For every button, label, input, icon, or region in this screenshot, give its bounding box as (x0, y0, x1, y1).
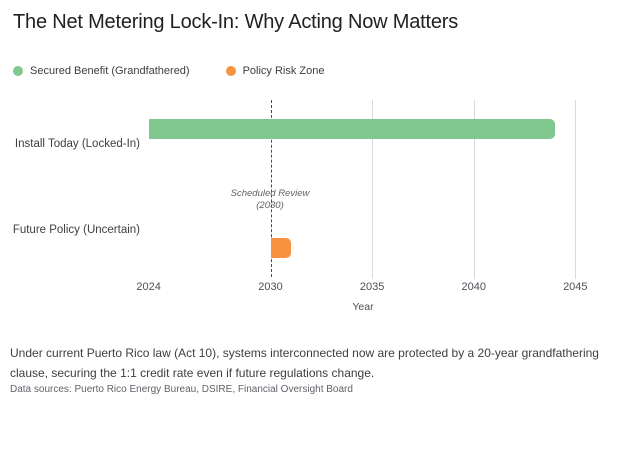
x-tick-label: 2045 (563, 281, 588, 293)
green-dot-icon (13, 66, 23, 76)
gridline (473, 100, 475, 279)
x-tick-label: 2040 (461, 281, 486, 293)
scheduled-review-dashed-line (270, 100, 272, 277)
data-sources-text: Data sources: Puerto Rico Energy Bureau,… (10, 384, 353, 395)
gridline (372, 100, 374, 279)
x-tick-label: 2035 (359, 281, 385, 293)
legend-item-risk: Policy Risk Zone (225, 65, 325, 77)
annotation-line1: Scheduled Review (230, 188, 310, 199)
category-label-install-today: Install Today (Locked-In) (14, 138, 140, 150)
orange-dot-icon (225, 66, 236, 76)
chart-title: The Net Metering Lock-In: Why Acting Now… (13, 11, 459, 33)
x-axis-title: Year (352, 301, 374, 313)
annotation-line2: (2030) (256, 199, 284, 211)
bar-secured-benefit (148, 119, 555, 139)
legend-label: Secured Benefit (Grandfathered) (30, 65, 190, 77)
scheduled-review-annotation: Scheduled Review (2030) (210, 188, 330, 211)
legend: Secured Benefit (Grandfathered) Policy R… (13, 65, 325, 77)
plot-area: Install Today (Locked-In) Future Policy … (12, 100, 588, 313)
x-tick-label: 2024 (136, 281, 161, 293)
gridline (575, 100, 577, 279)
legend-label: Policy Risk Zone (242, 65, 325, 77)
x-tick-label: 2030 (258, 281, 283, 293)
bar-policy-risk (270, 238, 291, 258)
category-label-future-policy: Future Policy (Uncertain) (12, 224, 140, 236)
legend-item-secured: Secured Benefit (Grandfathered) (13, 65, 190, 77)
footnote-text: Under current Puerto Rico law (Act 10), … (10, 346, 599, 380)
